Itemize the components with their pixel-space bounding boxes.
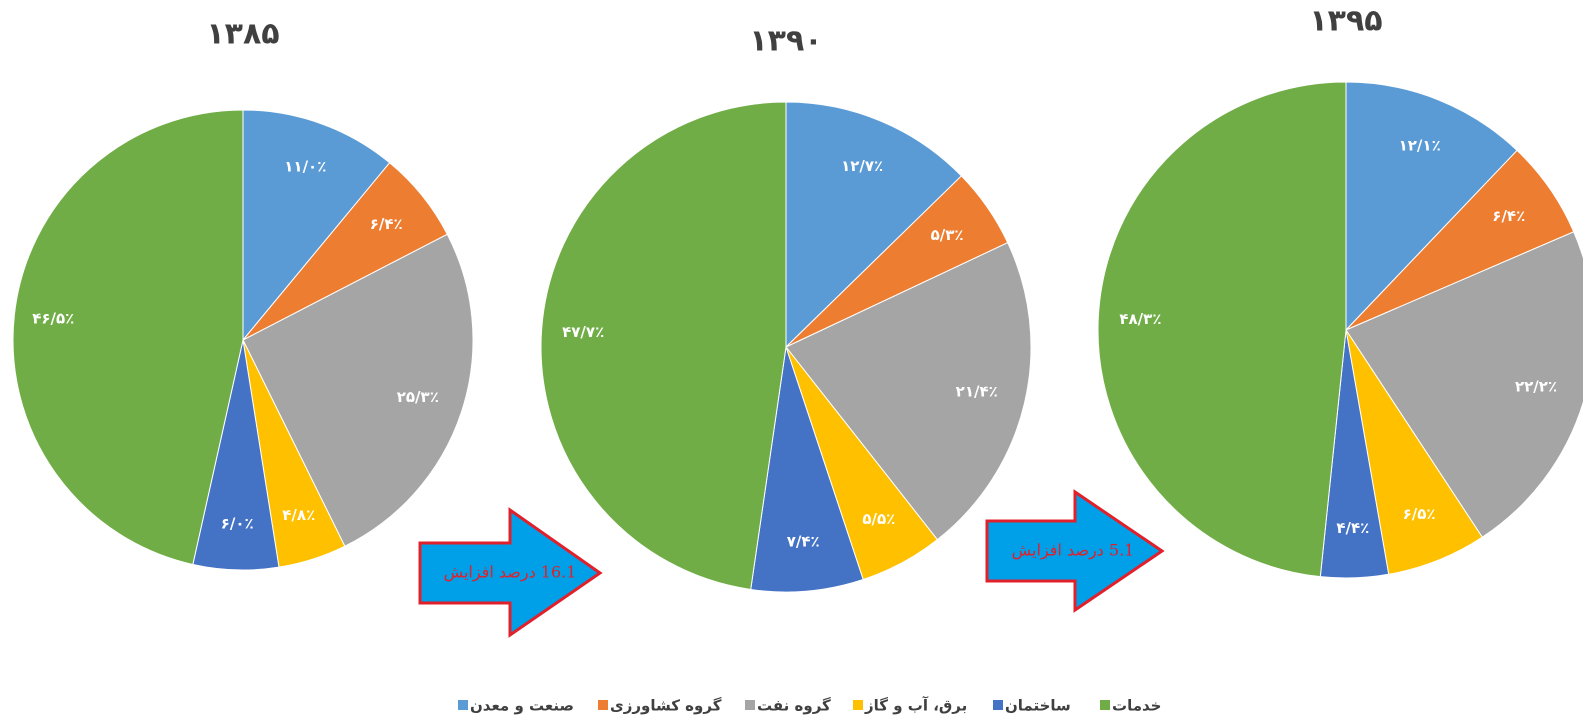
arrow — [418, 507, 603, 638]
pie-slice — [1345, 231, 1583, 538]
legend-label: صنعت و معدن — [470, 697, 574, 715]
data-label: ۲۵/۳٪ — [397, 388, 439, 406]
data-label: ۴۸/۳٪ — [1119, 310, 1161, 328]
data-label: ۴/۴٪ — [1336, 519, 1369, 537]
legend-swatch — [993, 700, 1003, 710]
data-label: ۶/۵٪ — [1403, 505, 1436, 523]
pie-slice — [540, 101, 787, 591]
legend-label: برق، آب و گاز — [864, 697, 967, 715]
data-label: ۶/۴٪ — [370, 215, 403, 233]
pie-slice — [785, 101, 963, 349]
pie-slice — [12, 109, 244, 566]
chart-title: ۱۳۹۵ — [1309, 4, 1382, 39]
data-label: ۱۱/۰٪ — [284, 157, 326, 175]
annotation: 16.1 درصد افزایش — [444, 563, 577, 582]
annotation: 5.1 درصد افزایش — [1012, 541, 1135, 560]
data-label: ۲۱/۴٪ — [956, 383, 998, 401]
pie-slice — [242, 109, 391, 342]
pie-slice — [1097, 81, 1347, 578]
chart-title: ۱۳۸۵ — [206, 17, 279, 52]
legend-swatch — [458, 700, 468, 710]
pie-slice — [750, 346, 864, 593]
pie-slice — [242, 233, 474, 547]
legend-label: ساختمان — [1005, 697, 1071, 715]
pie-slice — [1345, 81, 1518, 332]
legend-swatch — [1100, 700, 1110, 710]
data-label: ۵/۳٪ — [931, 226, 964, 244]
data-label: ۴۶/۵٪ — [32, 310, 74, 328]
legend-label: گروه کشاورزی — [610, 697, 722, 715]
chart-title: ۱۳۹۰ — [749, 24, 822, 59]
data-label: ۵/۵٪ — [862, 510, 895, 528]
data-label: ۱۲/۱٪ — [1399, 136, 1441, 154]
data-label: ۲۲/۲٪ — [1515, 377, 1557, 395]
data-label: ۴۷/۷٪ — [562, 323, 604, 341]
data-label: ۶/۰٪ — [221, 514, 254, 532]
legend-swatch — [598, 700, 608, 710]
pie-slice — [785, 242, 1032, 541]
data-label: ۴/۸٪ — [282, 506, 315, 524]
legend-label: خدمات — [1112, 697, 1161, 715]
data-label: ۷/۴٪ — [787, 533, 820, 551]
legend-swatch — [745, 700, 755, 710]
legend-label: گروه نفت — [757, 697, 831, 715]
data-label: ۶/۴٪ — [1492, 207, 1525, 225]
legend-swatch — [853, 700, 863, 710]
data-label: ۱۲/۷٪ — [841, 157, 883, 175]
arrow — [985, 489, 1165, 613]
